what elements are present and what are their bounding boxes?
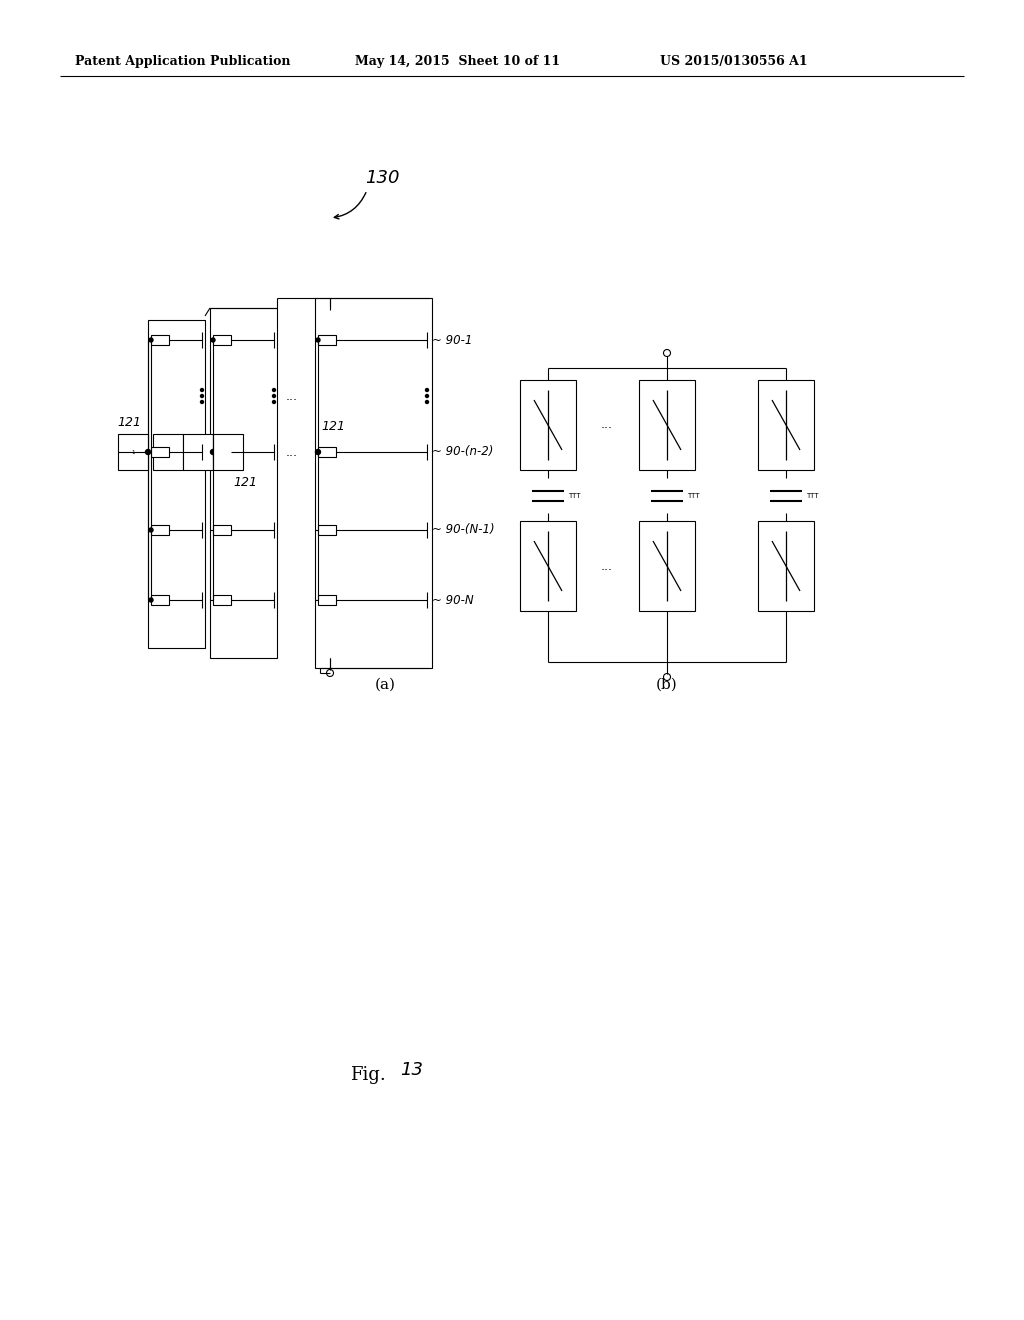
- Bar: [318, 447, 336, 457]
- Text: TTT: TTT: [806, 492, 818, 499]
- Text: ...: ...: [286, 389, 298, 403]
- Text: ~ 90-(N-1): ~ 90-(N-1): [432, 524, 495, 536]
- Circle shape: [316, 338, 319, 342]
- Text: Fig.: Fig.: [350, 1067, 386, 1084]
- Bar: [318, 335, 336, 345]
- Text: (a): (a): [375, 678, 395, 692]
- Circle shape: [272, 400, 275, 404]
- Bar: [318, 525, 336, 535]
- FancyArrowPatch shape: [334, 193, 366, 219]
- Text: ...: ...: [601, 560, 613, 573]
- Text: 1: 1: [131, 450, 135, 454]
- Bar: [213, 447, 231, 457]
- Bar: [151, 447, 169, 457]
- Circle shape: [201, 388, 204, 392]
- Text: (b): (b): [656, 678, 678, 692]
- Circle shape: [315, 450, 321, 454]
- Bar: [639, 380, 695, 470]
- Bar: [213, 525, 231, 535]
- Circle shape: [145, 450, 151, 454]
- Bar: [151, 335, 169, 345]
- Bar: [758, 521, 814, 611]
- Circle shape: [426, 388, 428, 392]
- Bar: [151, 595, 169, 605]
- Text: TTT: TTT: [568, 492, 581, 499]
- Bar: [118, 434, 148, 470]
- Text: 121: 121: [321, 421, 345, 433]
- Text: ...: ...: [286, 446, 298, 458]
- Text: ~ 90-(n-2): ~ 90-(n-2): [432, 446, 494, 458]
- Bar: [153, 434, 183, 470]
- Circle shape: [201, 400, 204, 404]
- Circle shape: [211, 450, 215, 454]
- Text: May 14, 2015  Sheet 10 of 11: May 14, 2015 Sheet 10 of 11: [355, 55, 560, 69]
- Circle shape: [150, 598, 153, 602]
- Bar: [148, 319, 205, 648]
- Bar: [520, 521, 575, 611]
- Text: ~ 90-N: ~ 90-N: [432, 594, 474, 606]
- Bar: [213, 335, 231, 345]
- Bar: [318, 595, 336, 605]
- Text: US 2015/0130556 A1: US 2015/0130556 A1: [660, 55, 808, 69]
- Circle shape: [150, 528, 153, 532]
- Bar: [213, 595, 231, 605]
- Bar: [639, 521, 695, 611]
- Text: 13: 13: [400, 1061, 423, 1078]
- Bar: [520, 380, 575, 470]
- Bar: [151, 525, 169, 535]
- Circle shape: [272, 395, 275, 397]
- Circle shape: [426, 400, 428, 404]
- Text: 121: 121: [233, 475, 257, 488]
- Circle shape: [211, 338, 215, 342]
- Circle shape: [272, 388, 275, 392]
- Bar: [210, 308, 278, 657]
- Text: 121: 121: [117, 416, 141, 429]
- Text: ...: ...: [601, 418, 613, 432]
- Text: ~ 90-1: ~ 90-1: [432, 334, 472, 346]
- Circle shape: [426, 395, 428, 397]
- Text: 130: 130: [365, 169, 399, 187]
- Bar: [315, 298, 432, 668]
- Circle shape: [150, 338, 153, 342]
- Text: TTT: TTT: [687, 492, 699, 499]
- Text: Patent Application Publication: Patent Application Publication: [75, 55, 291, 69]
- Bar: [758, 380, 814, 470]
- Bar: [213, 434, 243, 470]
- Circle shape: [201, 395, 204, 397]
- Bar: [183, 434, 213, 470]
